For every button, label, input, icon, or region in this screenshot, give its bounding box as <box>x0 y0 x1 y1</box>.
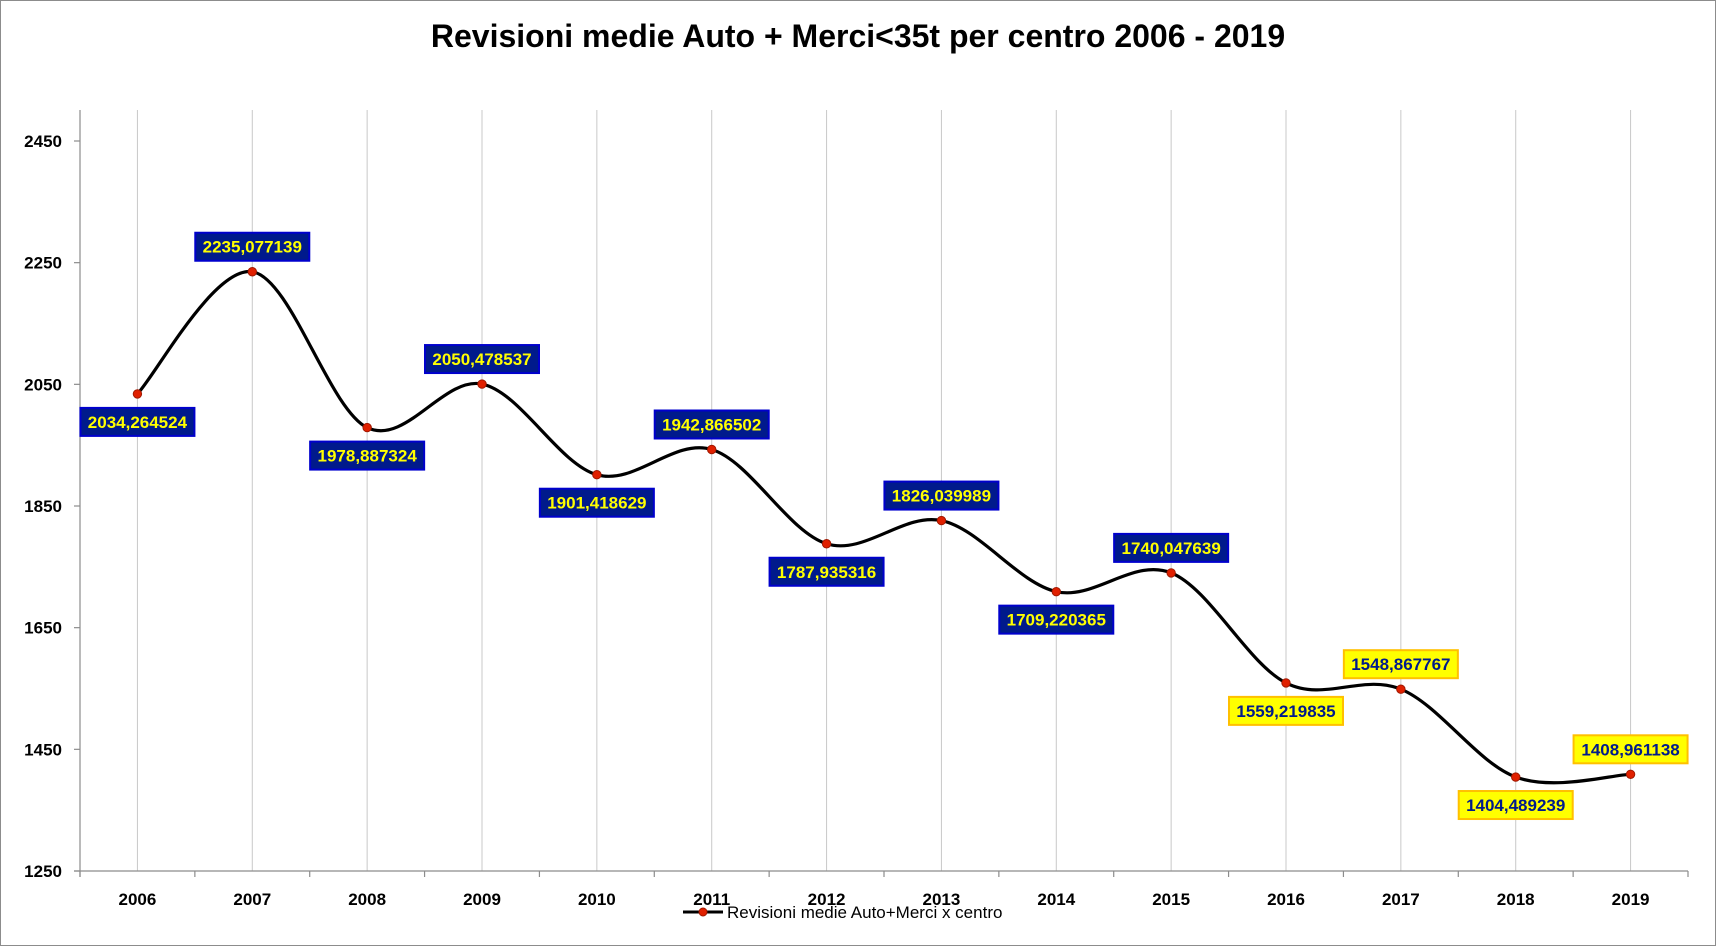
data-point-2018 <box>1511 772 1521 782</box>
data-point-2017 <box>1396 684 1406 694</box>
legend: Revisioni medie Auto+Merci x centro <box>683 903 1002 922</box>
data-point-2010 <box>592 470 602 480</box>
axis-layer: 1250 1450 1650 1850 2050 2250 2450 2006 2007 2008… <box>24 110 1689 909</box>
data-label-text: 2050,478537 <box>432 350 531 369</box>
x-tick-label: 2019 <box>1612 890 1650 909</box>
data-label-box <box>1342 649 1459 680</box>
data-label-box <box>1228 695 1344 726</box>
x-tick-label: 2010 <box>578 890 616 909</box>
legend-marker-swatch <box>698 907 708 917</box>
data-label-text: 1404,489239 <box>1466 796 1565 815</box>
data-label-2016: 1559,219835 <box>1228 695 1344 726</box>
data-label-text: 1740,047639 <box>1122 539 1221 558</box>
data-label-text: 1548,867767 <box>1351 655 1450 674</box>
data-point-2016 <box>1281 678 1291 688</box>
data-label-text: 1709,220365 <box>1007 611 1106 630</box>
data-point-2015 <box>1166 568 1176 578</box>
data-label-2009: 2050,478537 <box>424 344 540 375</box>
legend-entry-label: Revisioni medie Auto+Merci x centro <box>727 903 1002 922</box>
x-tick-label: 2015 <box>1152 890 1190 909</box>
y-tick-label: 1450 <box>24 740 62 759</box>
data-label-2007: 2235,077139 <box>194 231 311 262</box>
data-label-box <box>79 406 196 437</box>
grid-layer <box>136 110 1632 871</box>
data-label-2015: 1740,047639 <box>1113 532 1230 563</box>
x-tick-label: 2007 <box>233 890 271 909</box>
x-tick-label: 2006 <box>119 890 157 909</box>
y-tick-label: 1250 <box>24 862 62 881</box>
y-tick-label: 2250 <box>24 254 62 273</box>
y-tick-label: 1650 <box>24 619 62 638</box>
y-tick-label: 1850 <box>24 497 62 516</box>
data-point-2008 <box>362 422 372 433</box>
data-label-2006: 2034,264524 <box>79 406 196 437</box>
data-label-2010: 1901,418629 <box>538 487 655 518</box>
data-label-2012: 1787,935316 <box>768 556 885 587</box>
y-tick-label: 2450 <box>24 132 62 151</box>
data-label-box <box>1457 790 1574 821</box>
data-label-2019: 1408,961138 <box>1572 734 1689 765</box>
data-label-box <box>883 480 1000 511</box>
x-tick-label: 2018 <box>1497 890 1535 909</box>
data-label-box <box>653 409 770 440</box>
x-tick-label: 2008 <box>348 890 386 909</box>
data-point-2009 <box>477 379 487 389</box>
data-label-text: 1787,935316 <box>777 563 876 582</box>
data-label-2017: 1548,867767 <box>1342 649 1459 680</box>
chart-title: Revisioni medie Auto + Merci<35t per cen… <box>430 18 1286 54</box>
data-point-2019 <box>1625 769 1636 779</box>
data-label-box <box>194 231 311 262</box>
series-layer <box>132 267 1636 785</box>
data-label-text: 1826,039989 <box>892 487 991 506</box>
data-label-2011: 1942,866502 <box>653 409 770 440</box>
data-point-2014 <box>1051 586 1061 597</box>
data-label-text: 1942,866502 <box>662 416 761 435</box>
data-point-2007 <box>247 267 257 277</box>
data-point-2012 <box>821 539 832 549</box>
series-line <box>136 270 1631 785</box>
x-tick-label: 2014 <box>1037 890 1075 909</box>
data-label-text: 2034,264524 <box>88 413 188 432</box>
data-label-box <box>1113 532 1230 563</box>
data-label-box <box>309 440 426 471</box>
data-label-box <box>1572 734 1689 765</box>
y-tick-label: 2050 <box>24 375 62 394</box>
data-label-text: 1408,961138 <box>1581 740 1679 759</box>
data-label-2008: 1978,887324 <box>309 440 426 471</box>
data-label-layer: 2034,264524 2235,077139 1978,887324 2050,47… <box>79 231 1689 821</box>
data-label-box <box>538 487 655 518</box>
data-label-2013: 1826,039989 <box>883 480 1000 511</box>
data-label-text: 1901,418629 <box>547 494 646 513</box>
data-label-2018: 1404,489239 <box>1457 790 1574 821</box>
data-point-2013 <box>936 515 947 526</box>
data-label-box <box>998 604 1115 635</box>
x-tick-label: 2012 <box>808 890 846 909</box>
data-label-text: 1559,219835 <box>1236 702 1335 721</box>
data-label-text: 2235,077139 <box>203 238 302 257</box>
data-label-box <box>424 344 540 375</box>
x-tick-label: 2013 <box>923 890 961 909</box>
x-tick-label: 2016 <box>1267 890 1305 909</box>
data-label-box <box>768 556 885 587</box>
data-point-2011 <box>707 444 717 455</box>
data-label-text: 1978,887324 <box>318 447 418 466</box>
x-tick-label: 2009 <box>463 890 501 909</box>
data-label-2014: 1709,220365 <box>998 604 1115 635</box>
x-tick-label: 2017 <box>1382 890 1420 909</box>
x-tick-label: 2011 <box>693 890 730 909</box>
data-point-2006 <box>132 389 143 399</box>
